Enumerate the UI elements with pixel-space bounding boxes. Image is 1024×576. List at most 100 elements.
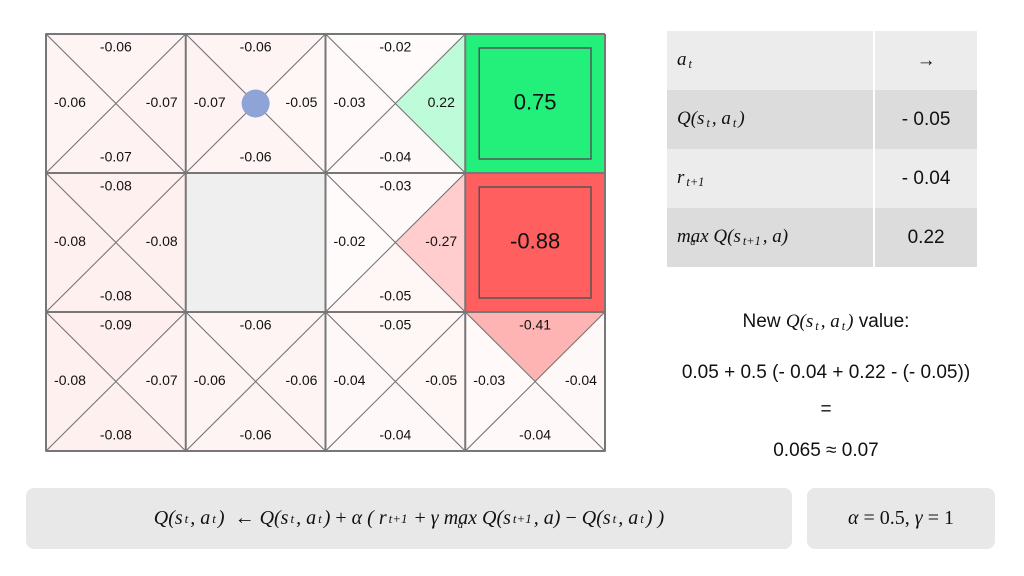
q-value: -0.02: [379, 39, 411, 55]
q-value: -0.05: [379, 288, 411, 304]
max-operator: max a: [677, 226, 709, 248]
q-value: -0.06: [54, 94, 86, 110]
math-text: , a): [762, 225, 789, 247]
math-text: Q(s: [785, 311, 814, 332]
subscript: t: [290, 510, 295, 526]
subscript: t+1: [388, 510, 408, 526]
q-value: -0.08: [100, 288, 132, 304]
q-value: -0.08: [54, 372, 86, 388]
math-operator: = 1: [922, 507, 954, 529]
row-value: →: [873, 31, 977, 90]
table-row: r t+1- 0.04: [667, 149, 977, 208]
result: 0.065 ≈ 0.07: [773, 440, 879, 461]
max-text: max: [443, 507, 478, 529]
row-label: max a Q(s t+1, a): [667, 208, 875, 267]
q-value: -0.04: [379, 427, 411, 443]
q-value: -0.06: [240, 149, 272, 165]
agent: [241, 89, 270, 118]
update-heading: New Q(s t, a t) value:: [626, 311, 1024, 334]
q-value: -0.03: [473, 372, 505, 388]
row-label: r t+1: [667, 149, 875, 208]
math-text: Q(s: [677, 107, 705, 129]
max-subscript: a: [690, 236, 696, 248]
subscript: t+1: [512, 510, 532, 526]
row-value: 0.22: [873, 208, 977, 267]
math-text: , a): [533, 507, 566, 529]
terminal-frame: [478, 186, 592, 299]
subscript: t: [815, 319, 819, 334]
q-value: -0.08: [100, 427, 132, 443]
q-value: -0.41: [519, 317, 551, 333]
table-row: a t →: [667, 31, 977, 90]
subscript: t: [706, 116, 710, 131]
formula-box: Q(s t, a t) ← Q(s t, a t) + α ( r t+1 + γ max…: [26, 488, 792, 549]
math-text: ): [217, 507, 225, 529]
terminal-value: -0.88: [510, 228, 560, 253]
math-text: Q(s: [708, 225, 741, 247]
subscript: t: [841, 319, 846, 334]
grid-world: -0.06 -0.07 -0.06 -0.07 -0.06 -0.06 -0.07 -0.05…: [44, 32, 607, 453]
subscript: t: [732, 116, 737, 131]
subscript: t: [184, 510, 189, 526]
math-text: α ( r: [351, 507, 387, 529]
subscript: t+1: [742, 234, 761, 249]
math-operator: −: [565, 507, 582, 529]
math-operator: = 0.5,: [858, 507, 915, 529]
math-text: , a: [190, 507, 211, 529]
math-text: Q(s: [153, 507, 183, 529]
math-text: ) ): [645, 507, 665, 529]
text: value:: [853, 311, 910, 332]
terminal-cell: [465, 173, 605, 312]
q-value: -0.27: [425, 233, 457, 249]
equals-sign: =: [820, 399, 832, 420]
q-value: -0.03: [334, 94, 366, 110]
math-text: ): [323, 507, 331, 529]
q-value: -0.07: [146, 372, 178, 388]
q-value: -0.06: [240, 427, 272, 443]
q-value: -0.07: [146, 94, 178, 110]
math-operator: ←: [224, 507, 260, 529]
q-value: -0.08: [100, 178, 132, 194]
max-subscript: a: [457, 518, 464, 531]
q-value: -0.07: [194, 94, 226, 110]
wall-cell: [185, 173, 326, 312]
q-value: -0.08: [54, 233, 86, 249]
q-value: -0.08: [146, 233, 178, 249]
math-text: , a: [618, 507, 639, 529]
row-label: Q(s t, a t): [667, 90, 875, 149]
table-row: Q(s t, a t) - 0.05: [667, 90, 977, 149]
math-text: γ: [430, 507, 444, 529]
math-text: α: [848, 507, 859, 529]
subscript: t: [688, 57, 692, 72]
q-value: -0.04: [519, 427, 551, 443]
math-operator: +: [330, 507, 352, 529]
math-operator: +: [409, 507, 431, 529]
q-value: -0.05: [425, 372, 457, 388]
terminal-cell: [465, 34, 605, 173]
q-value: 0.22: [428, 94, 455, 110]
q-value: -0.07: [100, 149, 132, 165]
q-value: -0.09: [100, 317, 132, 333]
math-text: , a: [711, 107, 731, 129]
q-value: -0.05: [379, 317, 411, 333]
q-value: -0.04: [334, 372, 366, 388]
q-value: -0.03: [379, 178, 411, 194]
math-text: Q(s: [477, 507, 511, 529]
max-operator: max a: [443, 507, 478, 531]
q-value: -0.06: [194, 372, 226, 388]
subscript: t: [612, 510, 617, 526]
math-text: ): [847, 311, 854, 332]
terminal-frame: [478, 47, 592, 160]
math-text: r: [677, 166, 685, 188]
step-table: a t → Q(s t, a t) - 0.05 r t+1- 0.04 max a Q(s t+1,…: [667, 31, 977, 267]
q-value: -0.06: [240, 39, 272, 55]
subscript: t: [318, 510, 322, 526]
math-text: , a: [296, 507, 317, 529]
q-value: -0.06: [100, 39, 132, 55]
row-value: - 0.04: [873, 149, 977, 208]
terminal-value: 0.75: [514, 89, 557, 114]
q-value: -0.05: [286, 94, 318, 110]
q-value: -0.04: [379, 149, 411, 165]
